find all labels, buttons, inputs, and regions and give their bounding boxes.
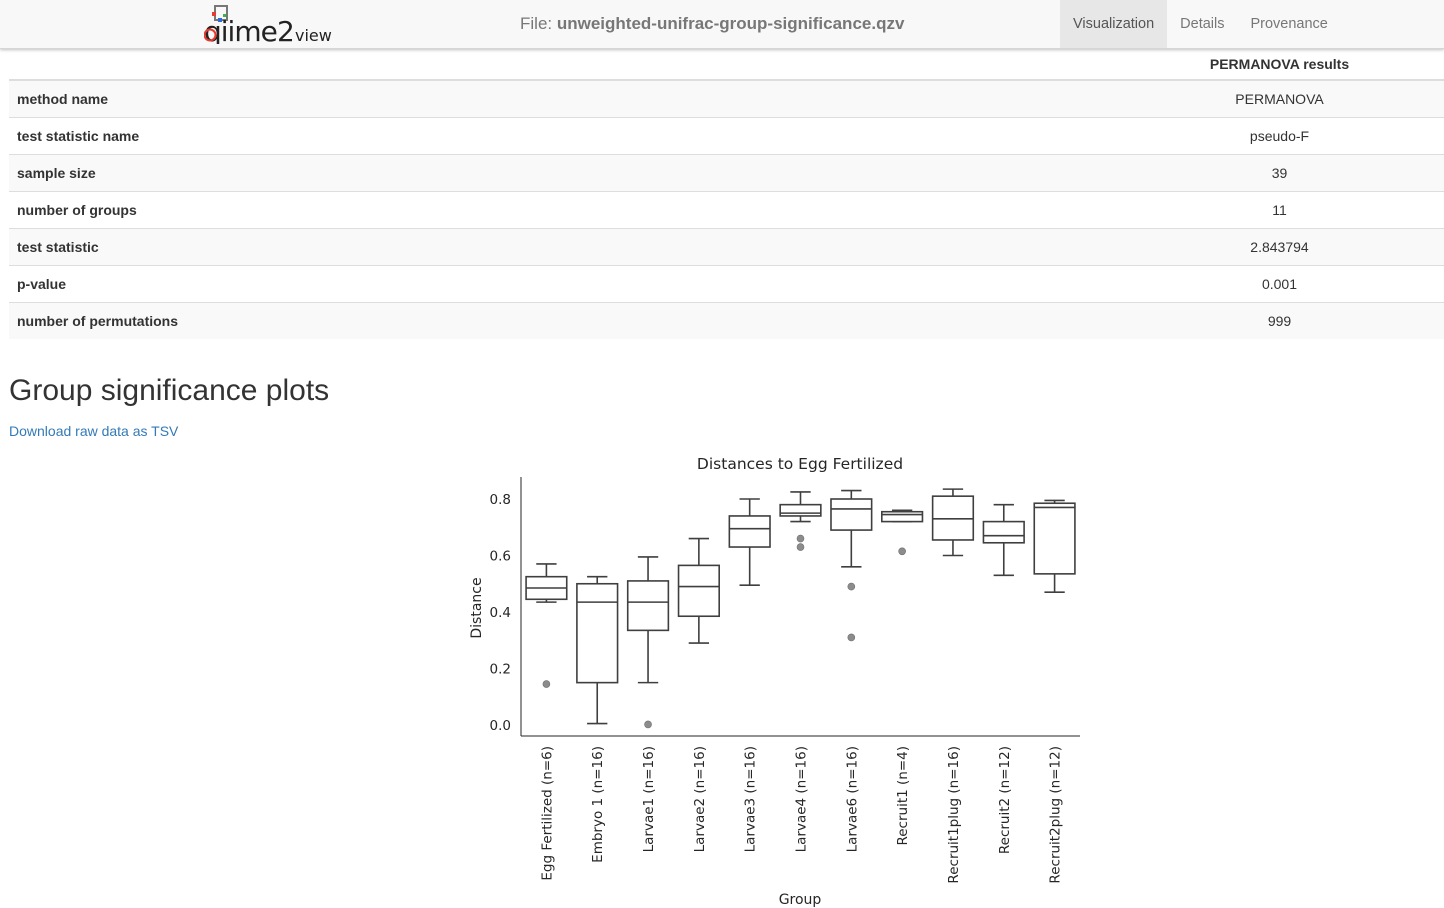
x-tick-label: Embryo 1 (n=16) [590,746,606,863]
table-row: number of permutations 999 [9,302,1444,339]
y-tick-label: 0.8 [490,492,511,508]
row-value: PERMANOVA [1115,79,1444,118]
x-tick-label: Larvae3 (n=16) [743,746,759,852]
box-6 [779,503,822,517]
file-name: unweighted-unifrac-group-significance.qz… [556,14,905,33]
svg-text:2: 2 [277,15,295,44]
file-prefix: File: [520,14,557,33]
chart-boxes [525,488,1076,729]
row-value: pseudo-F [1115,117,1444,155]
row-value: 11 [1115,191,1444,229]
row-key: number of permutations [9,302,1115,339]
row-value: 999 [1115,302,1444,339]
section-title: Group significance plots [9,374,330,407]
y-tick-label: 0.6 [490,549,511,565]
table-header-row: PERMANOVA results [9,49,1444,81]
row-key: p-value [9,265,1115,303]
box-4 [677,564,720,618]
row-key: test statistic [9,228,1115,266]
x-tick-label: Recruit2plug (n=12) [1048,746,1064,884]
table-row: test statistic name pseudo-F [9,117,1444,155]
x-tick-label: Recruit2 (n=12) [997,746,1013,854]
row-key: number of groups [9,191,1115,229]
svg-text:view: view [295,26,332,44]
row-value: 2.843794 [1115,228,1444,266]
x-tick-label: Egg Fertilized (n=6) [539,746,555,881]
table-header-empty [9,49,1115,81]
chart-axes: 0.0 0.2 0.4 0.6 0.8 Egg Fertilized (n=6) Embry… [490,477,1080,884]
outlier-point [796,534,805,543]
svg-text:qiime: qiime [204,15,277,44]
box-2 [576,582,619,684]
table-row: method name PERMANOVA [9,79,1444,118]
outlier-point [542,680,551,688]
tab-provenance[interactable]: Provenance [1250,16,1328,32]
outlier-point [847,582,856,591]
chart-title: Distances to Egg Fertilized [697,455,903,473]
x-tick-label: Larvae4 (n=16) [794,746,810,852]
download-tsv-link[interactable]: Download raw data as TSV [9,423,179,439]
box-8 [881,510,924,523]
navbar: qiime 2 view File: unweighted-unifrac-gr… [0,0,1444,49]
box-11 [1033,502,1076,575]
permanova-results-table: PERMANOVA results method name PERMANOVA t… [9,49,1444,339]
table-header-results: PERMANOVA results [1115,49,1444,81]
x-axis-label: Group [779,892,822,908]
table-row: p-value 0.001 [9,265,1444,303]
table-row: test statistic 2.843794 [9,228,1444,266]
row-value: 0.001 [1115,265,1444,303]
x-tick-label: Recruit1plug (n=16) [946,746,962,884]
x-tick-label: Larvae2 (n=16) [692,746,708,852]
x-tick-label: Recruit1 (n=4) [895,746,911,846]
box-7 [830,498,873,531]
y-axis-label: Distance [469,577,485,638]
box-10 [982,520,1025,544]
x-tick-label: Larvae1 (n=16) [641,746,657,852]
outlier-point [898,547,906,556]
qiime2-view-logo[interactable]: qiime 2 view [204,4,334,44]
outlier-point [847,633,856,642]
box-3 [626,580,670,632]
outlier-point [796,543,805,551]
y-tick-label: 0.4 [490,605,511,621]
tab-visualization[interactable]: Visualization [1060,0,1168,48]
table-row: sample size 39 [9,154,1444,192]
outlier-point [644,720,652,729]
file-title: File: unweighted-unifrac-group-significa… [520,14,904,34]
y-tick-label: 0.0 [490,718,511,734]
x-tick-label: Larvae6 (n=16) [844,746,860,852]
row-value: 39 [1115,154,1444,192]
y-tick-label: 0.2 [490,662,511,678]
tab-details[interactable]: Details [1180,16,1225,32]
box-5 [728,515,771,548]
row-key: sample size [9,154,1115,192]
nav-tabs: Visualization Details Provenance [1060,0,1341,48]
row-key: method name [9,79,1115,118]
row-key: test statistic name [9,117,1115,155]
table-row: number of groups 11 [9,191,1444,229]
